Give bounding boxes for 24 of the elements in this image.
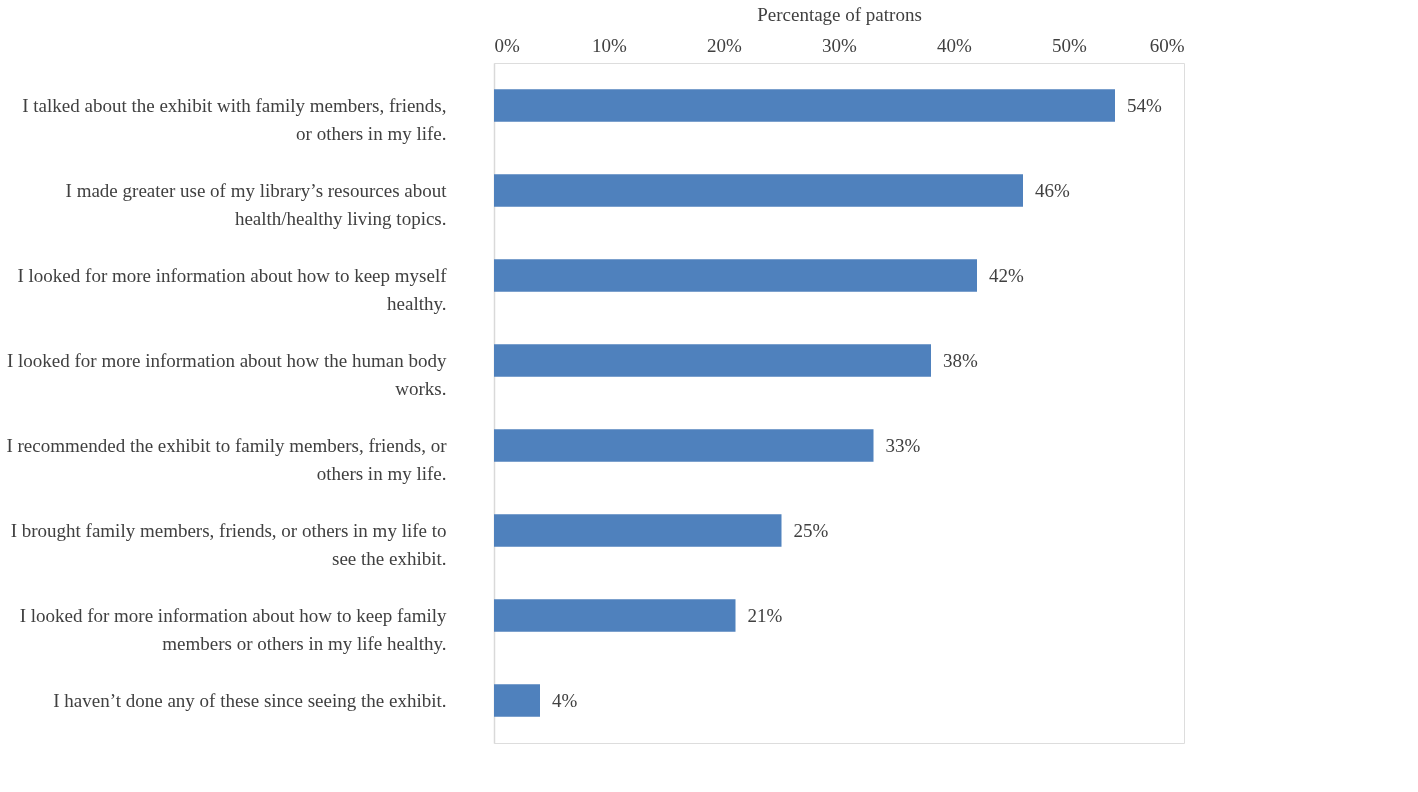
x-axis-title: Percentage of patrons bbox=[757, 3, 922, 25]
x-tick-label: 10% bbox=[592, 34, 628, 56]
y-tick-label: I haven’t done any of these since seeing the exhibit. bbox=[53, 689, 447, 711]
data-label: 42% bbox=[989, 264, 1024, 286]
y-tick-label: I made greater use of my library’s resources about health/healthy living topics. bbox=[65, 179, 448, 229]
x-tick-label: 50% bbox=[1052, 34, 1088, 56]
data-label: 33% bbox=[885, 434, 921, 456]
y-tick-label: I looked for more information about how the human body works. bbox=[6, 349, 447, 399]
data-label: 21% bbox=[747, 604, 783, 626]
data-label: 54% bbox=[1127, 94, 1162, 116]
y-tick-label: I talked about the exhibit with family members, friends, or others in my life. bbox=[22, 94, 447, 144]
y-tick-label: I brought family members, friends, or others in my life to see the exhibit. bbox=[10, 519, 447, 569]
x-tick-label: 20% bbox=[707, 34, 743, 56]
data-label: 46% bbox=[1035, 179, 1070, 201]
data-label: 25% bbox=[793, 519, 829, 541]
x-tick-label: 60% bbox=[1149, 34, 1185, 56]
y-tick-label: I looked for more information about how to keep family members or others in my life healthy. bbox=[19, 604, 447, 654]
x-tick-label: 30% bbox=[822, 34, 858, 56]
y-tick-label: I looked for more information about how to keep myself healthy. bbox=[17, 264, 448, 314]
data-label: 38% bbox=[943, 349, 978, 371]
y-tick-label: I recommended the exhibit to family members, friends, or others in my life. bbox=[6, 434, 448, 484]
data-label: 4% bbox=[552, 689, 578, 711]
x-tick-label: 0% bbox=[494, 34, 520, 56]
x-tick-label: 40% bbox=[937, 34, 973, 56]
